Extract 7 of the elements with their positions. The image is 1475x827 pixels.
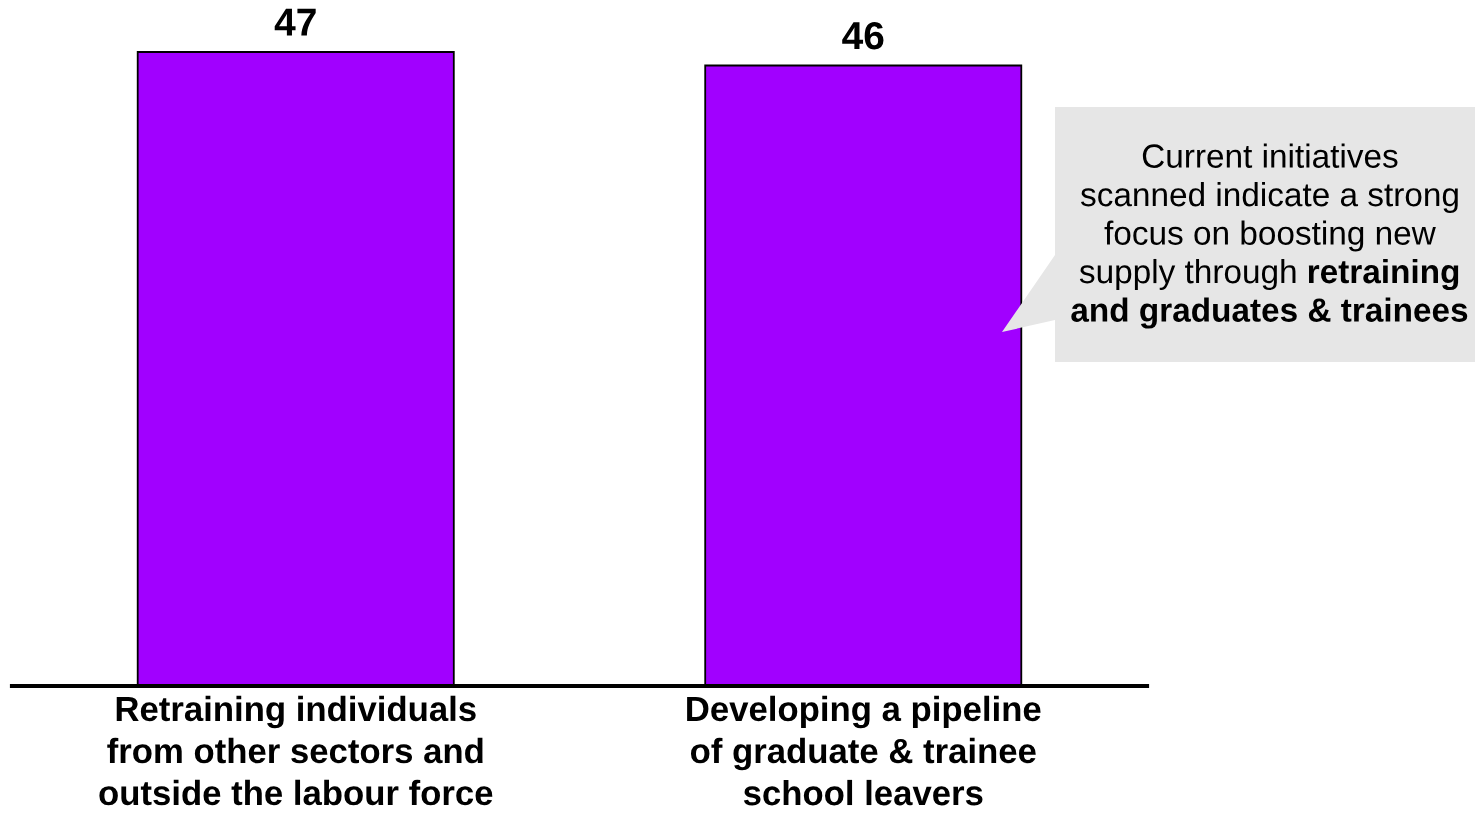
annotation: supply through: [1079, 258, 1296, 291]
data-label: 47: [274, 8, 316, 36]
x-tick-label: Retraining individuals from other sectors and outside the labour force: [99, 695, 493, 806]
text: retraining: [1308, 258, 1459, 291]
data-label: 46: [842, 21, 884, 50]
x-tick-label: Developing a pipeline of graduate & trainee school leavers: [687, 695, 1041, 806]
annotation: and graduates & trainees: [1071, 297, 1468, 329]
